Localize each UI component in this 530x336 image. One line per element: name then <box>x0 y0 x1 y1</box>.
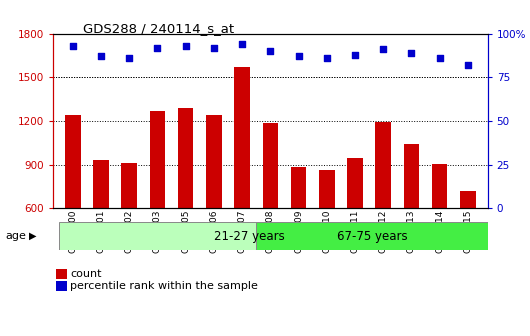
Bar <box>460 191 475 208</box>
Point <box>97 54 105 59</box>
Text: age: age <box>5 231 26 241</box>
Bar <box>319 170 334 208</box>
Point <box>379 47 387 52</box>
Bar <box>121 163 137 208</box>
Point <box>407 50 416 55</box>
Bar <box>404 144 419 208</box>
Point <box>266 48 275 54</box>
Point <box>294 54 303 59</box>
Text: 21-27 years: 21-27 years <box>214 229 285 243</box>
Bar <box>65 115 81 208</box>
Point <box>238 41 246 47</box>
Bar <box>291 167 306 208</box>
Bar <box>375 122 391 208</box>
Point <box>181 43 190 48</box>
Bar <box>234 67 250 208</box>
Point <box>125 55 134 61</box>
Point <box>153 45 162 50</box>
Text: percentile rank within the sample: percentile rank within the sample <box>70 281 258 291</box>
Text: count: count <box>70 269 102 279</box>
Text: 67-75 years: 67-75 years <box>337 229 407 243</box>
Bar <box>432 164 447 208</box>
Point <box>68 43 77 48</box>
Bar <box>206 115 222 208</box>
Bar <box>178 108 193 208</box>
Point <box>322 55 331 61</box>
Point <box>435 55 444 61</box>
Text: ▶: ▶ <box>29 231 37 241</box>
Bar <box>347 158 363 208</box>
Bar <box>149 111 165 208</box>
Text: GDS288 / 240114_s_at: GDS288 / 240114_s_at <box>83 22 235 35</box>
Bar <box>59 222 256 250</box>
Bar <box>262 123 278 208</box>
Point <box>351 52 359 57</box>
Bar <box>256 222 488 250</box>
Point <box>464 62 472 68</box>
Point <box>210 45 218 50</box>
Bar <box>93 160 109 208</box>
